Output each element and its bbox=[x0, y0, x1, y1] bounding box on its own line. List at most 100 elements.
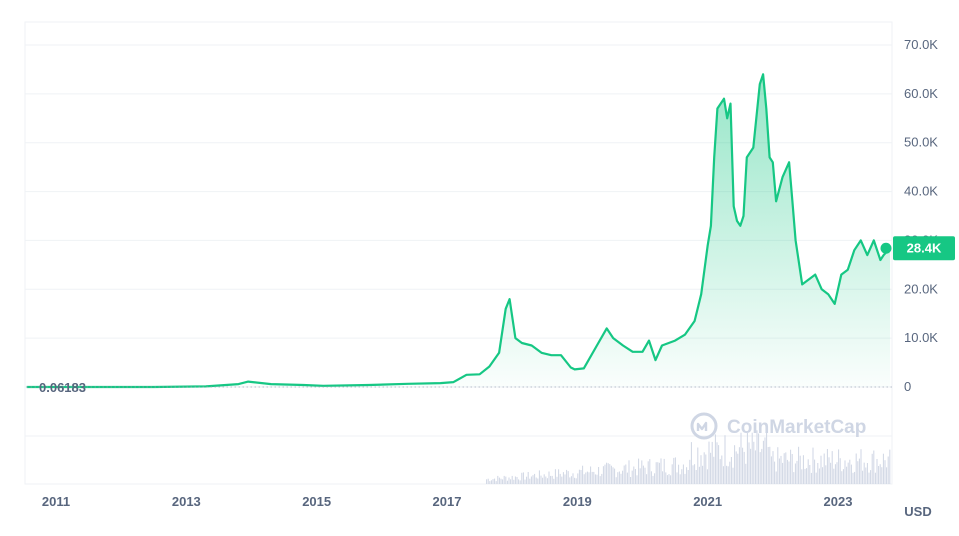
volume-bar bbox=[599, 476, 601, 484]
volume-bar bbox=[537, 478, 539, 484]
y-tick-label: 60.0K bbox=[904, 86, 938, 101]
volume-bar bbox=[849, 459, 851, 484]
volume-bar bbox=[633, 466, 635, 484]
volume-bar bbox=[670, 475, 672, 484]
volume-bar bbox=[745, 463, 747, 484]
volume-bar bbox=[716, 442, 718, 484]
volume-bar bbox=[884, 460, 886, 484]
volume-bar bbox=[812, 447, 814, 484]
x-tick-label: 2011 bbox=[42, 494, 70, 509]
volume-bar bbox=[628, 460, 630, 484]
volume-bar bbox=[882, 453, 884, 484]
volume-bar bbox=[729, 461, 731, 484]
volume-bar bbox=[695, 470, 697, 484]
volume-bar bbox=[764, 437, 766, 484]
volume-bar bbox=[863, 462, 865, 484]
currency-unit-label: USD bbox=[904, 504, 931, 519]
volume-bar bbox=[748, 442, 750, 484]
volume-bar bbox=[574, 477, 576, 484]
price-line bbox=[26, 73, 891, 389]
volume-bar bbox=[494, 478, 496, 484]
volume-bar bbox=[567, 471, 569, 484]
volume-bar bbox=[762, 440, 764, 484]
volume-bar bbox=[561, 476, 563, 484]
volume-bar bbox=[538, 470, 540, 484]
volume-bar bbox=[844, 460, 846, 484]
volume-bar bbox=[858, 458, 860, 484]
x-tick-label: 2015 bbox=[302, 494, 331, 509]
y-tick-label: 10.0K bbox=[904, 330, 938, 345]
volume-bar bbox=[673, 457, 675, 484]
volume-bar bbox=[641, 460, 643, 484]
volume-bar bbox=[703, 452, 705, 484]
volume-bar bbox=[809, 465, 811, 484]
volume-bar bbox=[674, 457, 676, 484]
volume-bar bbox=[610, 465, 612, 484]
volume-bar bbox=[726, 465, 728, 484]
volume-bar bbox=[658, 462, 660, 484]
current-price-dot[interactable] bbox=[880, 242, 892, 254]
volume-bar bbox=[719, 459, 721, 484]
volume-bar bbox=[814, 459, 816, 484]
volume-bar bbox=[756, 430, 758, 484]
volume-bar bbox=[754, 450, 756, 484]
volume-bar bbox=[815, 472, 817, 484]
volume-bar bbox=[551, 475, 553, 484]
volume-bar bbox=[737, 453, 739, 484]
volume-bar bbox=[679, 474, 681, 484]
volume-bar bbox=[634, 469, 636, 484]
volume-bar bbox=[793, 472, 795, 484]
y-tick-label: 50.0K bbox=[904, 135, 938, 150]
volume-bar bbox=[548, 471, 550, 484]
volume-bar bbox=[846, 466, 848, 484]
volume-bar bbox=[647, 461, 649, 484]
volume-bar bbox=[866, 463, 868, 484]
volume-bar bbox=[796, 460, 798, 484]
volume-bar bbox=[594, 474, 596, 484]
volume-bar bbox=[654, 473, 656, 484]
volume-bar bbox=[580, 470, 582, 484]
volume-bar bbox=[831, 451, 833, 484]
volume-bar bbox=[690, 442, 692, 484]
volume-bar bbox=[649, 459, 651, 484]
volume-bar bbox=[660, 458, 662, 484]
volume-bar bbox=[638, 458, 640, 484]
volume-bar bbox=[582, 465, 584, 484]
volume-bar bbox=[823, 453, 825, 484]
volume-bar bbox=[615, 477, 617, 484]
watermark: CoinMarketCap bbox=[690, 412, 866, 440]
volume-bar bbox=[529, 478, 531, 484]
volume-bar bbox=[698, 466, 700, 484]
volume-bar bbox=[519, 480, 521, 484]
volume-bar bbox=[886, 467, 888, 484]
volume-bar bbox=[751, 432, 753, 484]
volume-bar bbox=[857, 461, 859, 484]
volume-bar bbox=[566, 469, 568, 484]
volume-bars bbox=[486, 430, 891, 484]
volume-bar bbox=[687, 470, 689, 484]
volume-bar bbox=[559, 473, 561, 484]
volume-bar bbox=[711, 441, 713, 484]
volume-bar bbox=[604, 464, 606, 484]
volume-bar bbox=[655, 462, 657, 484]
volume-bar bbox=[506, 480, 508, 484]
volume-bar bbox=[798, 446, 800, 484]
volume-bar bbox=[623, 465, 625, 484]
volume-bar bbox=[740, 432, 742, 484]
current-price-badge: 28.4K bbox=[893, 236, 955, 261]
volume-bar bbox=[876, 459, 878, 484]
volume-bar bbox=[887, 456, 889, 484]
volume-bar bbox=[794, 463, 796, 484]
volume-bar bbox=[558, 469, 560, 484]
volume-bar bbox=[671, 464, 673, 484]
volume-bar bbox=[489, 481, 491, 484]
volume-bar bbox=[694, 464, 696, 484]
volume-bar bbox=[810, 472, 812, 484]
volume-bar bbox=[503, 475, 505, 484]
volume-bar bbox=[626, 472, 628, 484]
volume-bar bbox=[724, 435, 726, 484]
volume-bar bbox=[807, 459, 809, 484]
volume-bar bbox=[526, 476, 528, 484]
volume-bar bbox=[668, 474, 670, 484]
